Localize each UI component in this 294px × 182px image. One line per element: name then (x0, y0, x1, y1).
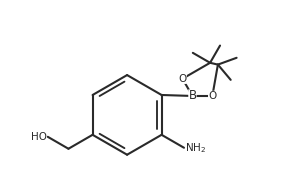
Text: B: B (188, 90, 196, 102)
Text: NH$_2$: NH$_2$ (185, 141, 206, 155)
Text: HO: HO (31, 132, 47, 142)
Text: O: O (178, 74, 187, 84)
Text: O: O (208, 91, 216, 101)
